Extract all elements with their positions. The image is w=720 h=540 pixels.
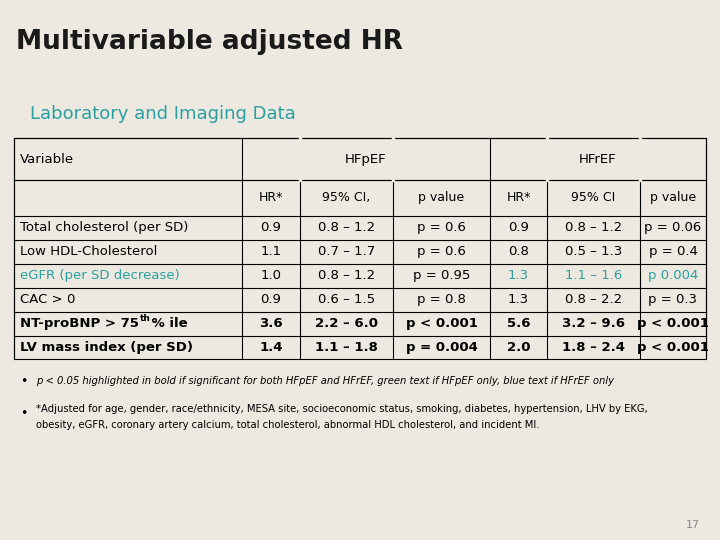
Text: p value: p value bbox=[418, 191, 464, 204]
Text: 0.9: 0.9 bbox=[261, 221, 282, 234]
Text: 1.4: 1.4 bbox=[259, 341, 283, 354]
Text: p 0.004: p 0.004 bbox=[648, 269, 698, 282]
Text: 0.8: 0.8 bbox=[508, 245, 529, 258]
Text: 95% CI,: 95% CI, bbox=[323, 191, 371, 204]
Text: 0.8 – 2.2: 0.8 – 2.2 bbox=[565, 293, 622, 306]
Text: 3.6: 3.6 bbox=[259, 317, 283, 330]
Text: p = 0.4: p = 0.4 bbox=[649, 245, 698, 258]
Text: 1.1 – 1.6: 1.1 – 1.6 bbox=[565, 269, 622, 282]
Text: 1.0: 1.0 bbox=[261, 269, 282, 282]
Text: 17: 17 bbox=[686, 520, 700, 530]
Text: 0.8 – 1.2: 0.8 – 1.2 bbox=[318, 269, 375, 282]
Text: 0.8 – 1.2: 0.8 – 1.2 bbox=[318, 221, 375, 234]
Text: HFpEF: HFpEF bbox=[345, 153, 387, 166]
Text: 2.2 – 6.0: 2.2 – 6.0 bbox=[315, 317, 378, 330]
Text: th: th bbox=[140, 314, 150, 323]
Text: •: • bbox=[20, 375, 27, 388]
Text: p < 0.001: p < 0.001 bbox=[405, 317, 477, 330]
Text: 2.0: 2.0 bbox=[507, 341, 530, 354]
Text: p < 0.001: p < 0.001 bbox=[637, 341, 709, 354]
Text: *Adjusted for age, gender, race/ethnicity, MESA site, socioeconomic status, smok: *Adjusted for age, gender, race/ethnicit… bbox=[36, 404, 648, 414]
Text: 0.8 – 1.2: 0.8 – 1.2 bbox=[565, 221, 622, 234]
Text: Laboratory and Imaging Data: Laboratory and Imaging Data bbox=[30, 105, 296, 123]
Text: HFrEF: HFrEF bbox=[579, 153, 617, 166]
Text: p = 0.8: p = 0.8 bbox=[417, 293, 466, 306]
Text: •: • bbox=[20, 407, 27, 420]
Text: p = 0.004: p = 0.004 bbox=[405, 341, 477, 354]
Text: p value: p value bbox=[650, 191, 696, 204]
Text: Total cholesterol (per SD): Total cholesterol (per SD) bbox=[20, 221, 189, 234]
Text: Variable: Variable bbox=[20, 153, 74, 166]
Text: p = 0.3: p = 0.3 bbox=[649, 293, 698, 306]
Text: 95% CI: 95% CI bbox=[572, 191, 616, 204]
Text: HR*: HR* bbox=[506, 191, 531, 204]
Text: 5.6: 5.6 bbox=[507, 317, 530, 330]
Text: p = 0.95: p = 0.95 bbox=[413, 269, 470, 282]
Text: 3.2 – 9.6: 3.2 – 9.6 bbox=[562, 317, 625, 330]
Text: CAC > 0: CAC > 0 bbox=[20, 293, 76, 306]
Text: 0.5 – 1.3: 0.5 – 1.3 bbox=[565, 245, 622, 258]
Text: 1.1 – 1.8: 1.1 – 1.8 bbox=[315, 341, 378, 354]
Text: 0.6 – 1.5: 0.6 – 1.5 bbox=[318, 293, 375, 306]
Text: LV mass index (per SD): LV mass index (per SD) bbox=[20, 341, 193, 354]
Text: % ile: % ile bbox=[147, 317, 187, 330]
Text: Multivariable adjusted HR: Multivariable adjusted HR bbox=[16, 29, 403, 55]
Text: Low HDL-Cholesterol: Low HDL-Cholesterol bbox=[20, 245, 158, 258]
Text: p = 0.6: p = 0.6 bbox=[417, 245, 466, 258]
Text: 0.9: 0.9 bbox=[508, 221, 529, 234]
Text: p = 0.6: p = 0.6 bbox=[417, 221, 466, 234]
Text: 1.1: 1.1 bbox=[261, 245, 282, 258]
Text: p < 0.05 highlighted in bold if significant for both HFpEF and HFrEF, green text: p < 0.05 highlighted in bold if signific… bbox=[36, 376, 614, 386]
Text: p = 0.06: p = 0.06 bbox=[644, 221, 701, 234]
Bar bbox=[14, 138, 706, 360]
Text: 1.3: 1.3 bbox=[508, 293, 529, 306]
Text: 1.8 – 2.4: 1.8 – 2.4 bbox=[562, 341, 625, 354]
Text: 0.7 – 1.7: 0.7 – 1.7 bbox=[318, 245, 375, 258]
Text: p < 0.001: p < 0.001 bbox=[637, 317, 709, 330]
Text: 1.3: 1.3 bbox=[508, 269, 529, 282]
Text: 0.9: 0.9 bbox=[261, 293, 282, 306]
Text: eGFR (per SD decrease): eGFR (per SD decrease) bbox=[20, 269, 180, 282]
Text: HR*: HR* bbox=[258, 191, 283, 204]
Text: NT-proBNP > 75: NT-proBNP > 75 bbox=[20, 317, 139, 330]
Text: obesity, eGFR, coronary artery calcium, total cholesterol, abnormal HDL choleste: obesity, eGFR, coronary artery calcium, … bbox=[36, 420, 539, 430]
